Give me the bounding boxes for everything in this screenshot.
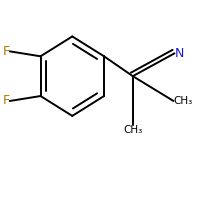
Text: CH₃: CH₃: [174, 96, 193, 106]
Text: N: N: [174, 47, 184, 60]
Text: CH₃: CH₃: [123, 125, 142, 135]
Text: F: F: [3, 94, 10, 107]
Text: F: F: [3, 45, 10, 58]
